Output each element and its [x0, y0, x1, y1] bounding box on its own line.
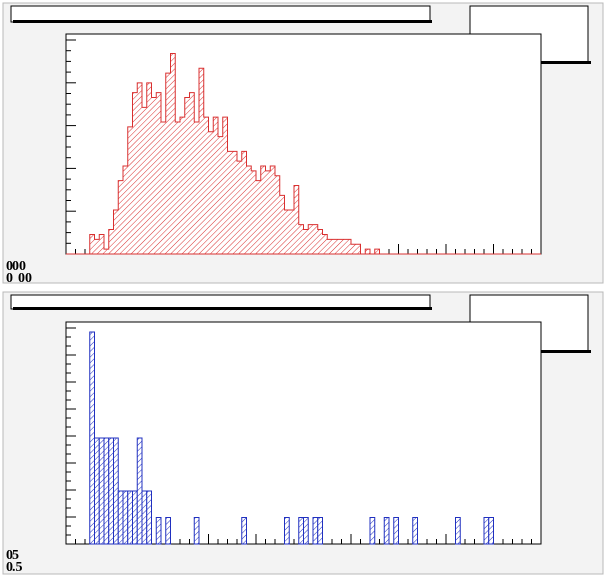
panel-2-bar	[103, 437, 110, 545]
panel-2-bar	[108, 437, 114, 545]
panel-2-histogram	[89, 331, 494, 545]
panel-2-bar	[455, 517, 461, 545]
panel-2-bar	[122, 490, 129, 545]
panel-2-bar	[317, 517, 323, 545]
panel-1-tick-label-1: 0	[6, 259, 13, 274]
panel-2-tick-label-2: 5	[12, 548, 19, 563]
panel-2-bar	[165, 517, 171, 545]
panel-2-bar	[113, 437, 119, 545]
panel-2-bar	[136, 437, 143, 545]
panel-2-bar	[483, 517, 490, 545]
panel-1-tick-label-3: 0	[6, 271, 13, 286]
panel-2-bar	[393, 517, 399, 545]
panel-2-bar	[141, 490, 148, 545]
panel-2-bar	[146, 490, 152, 545]
panel-2-bar	[132, 490, 138, 545]
panel-1-title-box-shadow	[13, 20, 432, 23]
panel-1-histogram	[66, 53, 541, 255]
panel-2-bar	[127, 490, 133, 545]
panel-2-bar	[369, 517, 376, 545]
panel-2-bar	[312, 517, 319, 545]
panel-2-bar	[89, 331, 95, 545]
panel-1-tick-label-4: 00	[18, 271, 32, 286]
panel-2-tick-label-3: 0	[6, 560, 13, 575]
panel-2-bar	[383, 517, 390, 545]
panel-2-bar	[284, 517, 290, 545]
panel-2-bar	[94, 437, 100, 545]
panel-1-title-box	[10, 5, 431, 23]
panel-2-bar	[155, 517, 162, 545]
panel-2-bar	[117, 490, 124, 545]
panel-2-bar	[193, 517, 200, 545]
panel-1-tick-label-2: 00	[12, 259, 26, 274]
panel-2-bar	[98, 437, 105, 545]
panel-2-bar	[303, 517, 309, 545]
panel-2-title-box	[10, 294, 431, 310]
panel-2-tick-label-4: .5	[12, 560, 23, 575]
panel-2-title-box-shadow	[13, 307, 432, 310]
panel-2-bar	[488, 517, 494, 545]
panel-2-tick-label-1: 0	[6, 548, 13, 563]
panel-2-bar	[298, 517, 304, 545]
panel-2-bar	[412, 517, 418, 545]
panel-2: 0 5 0 .5	[2, 291, 604, 575]
panel-2-bar	[241, 517, 247, 545]
panel-1: 0 00 0 00	[2, 2, 604, 286]
